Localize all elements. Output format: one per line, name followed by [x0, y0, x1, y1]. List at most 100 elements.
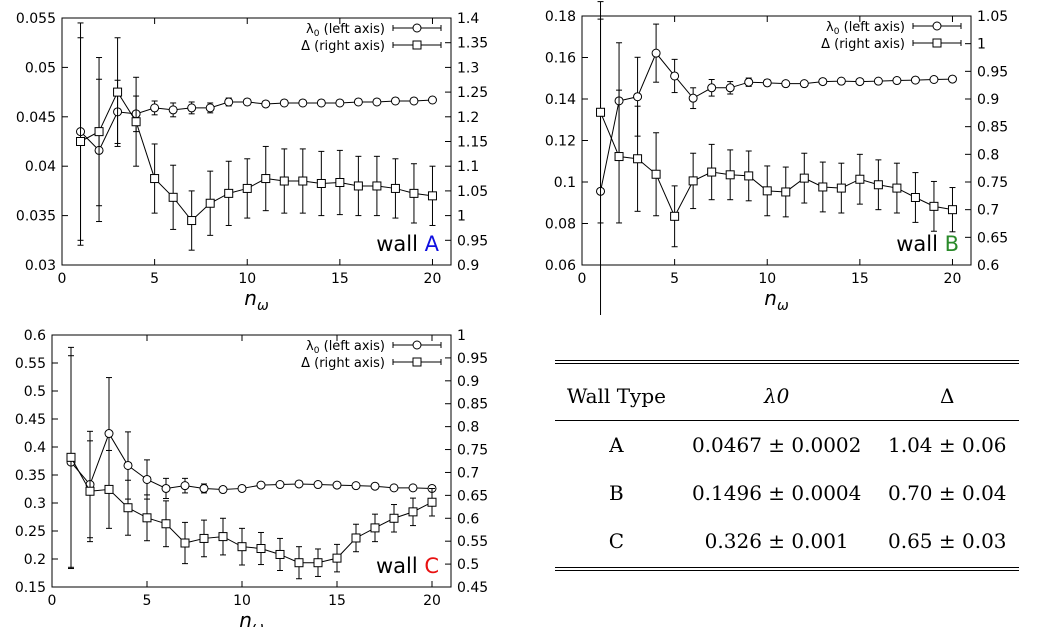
data-point-square — [781, 187, 791, 197]
y-right-tick-label: 1 — [977, 37, 986, 53]
data-point-square — [818, 182, 828, 192]
x-tick-label: 5 — [670, 271, 679, 287]
legend-label: Δ (right axis) — [821, 37, 905, 52]
data-point-square — [744, 171, 754, 181]
data-point-circle — [316, 98, 326, 108]
y-left-tick-label: 0.55 — [15, 356, 46, 372]
data-point-circle — [947, 74, 957, 84]
chart-panel-wall-b: 0 5 10 15 20 0.06 0.08 0.1 0.12 0.14 0.16 0.18 0.6 0.… — [545, 1, 1008, 315]
cell-lambda: 0.1496 ± 0.0004 — [691, 481, 862, 505]
data-point-square — [836, 183, 846, 193]
series-line — [70, 432, 433, 491]
data-point-square — [180, 538, 190, 548]
header-delta: Δ — [875, 370, 1019, 421]
y-left-tick-label: 0.1 — [554, 175, 576, 191]
data-point-square — [408, 507, 418, 517]
y-left-tick-label: 0.045 — [16, 110, 56, 126]
data-point-square — [104, 484, 114, 494]
y-right-tick-label: 0.45 — [457, 580, 488, 596]
header-lambda: λ0 — [677, 370, 876, 421]
y-left-tick-label: 0.5 — [24, 384, 46, 400]
y-left-tick-label: 0.14 — [545, 92, 576, 108]
data-point-circle — [161, 483, 171, 493]
data-point-square — [85, 486, 95, 496]
table-header-row: Wall Type λ0 Δ — [555, 370, 1019, 421]
series-line — [600, 112, 953, 218]
data-point-square — [316, 178, 326, 188]
y-right-tick-label: 0.9 — [457, 374, 479, 390]
y-left-tick-label: 0.4 — [24, 440, 46, 456]
data-point-square — [353, 181, 363, 191]
data-point-square — [298, 176, 308, 186]
y-left-tick-label: 0.2 — [24, 552, 46, 568]
data-point-square — [670, 211, 680, 221]
data-point-square — [242, 183, 252, 193]
data-point-circle — [279, 98, 289, 108]
y-left-tick-label: 0.08 — [545, 217, 576, 233]
data-point-square — [113, 87, 123, 97]
y-right-tick-label: 0.6 — [457, 511, 479, 527]
table-row: C 0.326 ± 0.001 0.65 ± 0.03 — [555, 517, 1019, 571]
cell-wall-type: A — [609, 433, 624, 457]
data-point-square — [427, 497, 437, 507]
data-point-circle — [370, 481, 380, 491]
plot-frame — [61, 17, 452, 266]
legend-label: Δ (right axis) — [301, 39, 385, 54]
data-point-circle — [818, 77, 828, 87]
data-point-circle — [929, 74, 939, 84]
data-point-circle — [205, 103, 215, 113]
y-left-tick-label: 0.12 — [545, 134, 576, 150]
y-left-tick-label: 0.3 — [24, 496, 46, 512]
table-row: B 0.1496 ± 0.0004 0.70 ± 0.04 — [555, 469, 1019, 517]
plot-frame — [581, 15, 972, 266]
data-point-square — [372, 181, 382, 191]
y-right-tick-label: 1.1 — [457, 159, 479, 175]
y-right-tick-label: 0.7 — [977, 203, 999, 219]
data-point-square — [688, 176, 698, 186]
data-point-square — [261, 174, 271, 184]
data-point-circle — [294, 479, 304, 489]
data-point-circle — [313, 480, 323, 490]
x-tick-label: 0 — [58, 271, 67, 287]
x-tick-label: 10 — [758, 271, 776, 287]
y-right-tick-label: 0.8 — [457, 420, 479, 436]
data-point-square — [294, 558, 304, 568]
data-point-circle — [781, 79, 791, 89]
y-right-tick-label: 0.85 — [457, 397, 488, 413]
data-point-square — [614, 152, 624, 162]
data-point-circle — [218, 485, 228, 495]
y-left-tick-label: 0.35 — [15, 468, 46, 484]
data-point-square — [651, 169, 661, 179]
x-tick-label: 15 — [328, 593, 346, 609]
y-left-tick-label: 0.03 — [25, 258, 56, 274]
x-tick-label: 20 — [423, 593, 441, 609]
y-left-tick-label: 0.05 — [25, 60, 56, 76]
y-left-tick-label: 0.45 — [15, 412, 46, 428]
legend-marker-circle — [932, 21, 942, 31]
data-point-circle — [855, 77, 865, 87]
data-point-circle — [409, 96, 419, 106]
y-right-tick-label: 0.9 — [977, 92, 999, 108]
data-point-square — [150, 174, 160, 184]
y-right-tick-label: 0.5 — [457, 557, 479, 573]
y-left-tick-label: 0.06 — [545, 258, 576, 274]
cell-delta: 0.70 ± 0.04 — [887, 481, 1007, 505]
y-right-tick-label: 0.6 — [977, 258, 999, 274]
data-point-square — [218, 532, 228, 542]
x-tick-label: 0 — [578, 271, 587, 287]
y-right-tick-label: 1.3 — [457, 60, 479, 76]
data-point-circle — [762, 78, 772, 88]
data-point-square — [199, 533, 209, 543]
data-point-square — [855, 174, 865, 184]
header-wall-type: Wall Type — [555, 370, 678, 421]
y-left-tick-label: 0.6 — [24, 328, 46, 344]
data-point-circle — [390, 96, 400, 106]
wall-type-summary-table: Wall Type λ0 Δ A 0.0467 ± 0.0002 1.04 ± … — [555, 360, 1019, 571]
y-left-tick-label: 0.18 — [545, 9, 576, 25]
data-point-square — [762, 186, 772, 196]
y-right-tick-label: 0.75 — [457, 443, 488, 459]
data-point-square — [947, 205, 957, 215]
data-point-circle — [199, 483, 209, 493]
cell-wall-type: C — [555, 517, 678, 571]
y-right-tick-label: 0.95 — [457, 351, 488, 367]
